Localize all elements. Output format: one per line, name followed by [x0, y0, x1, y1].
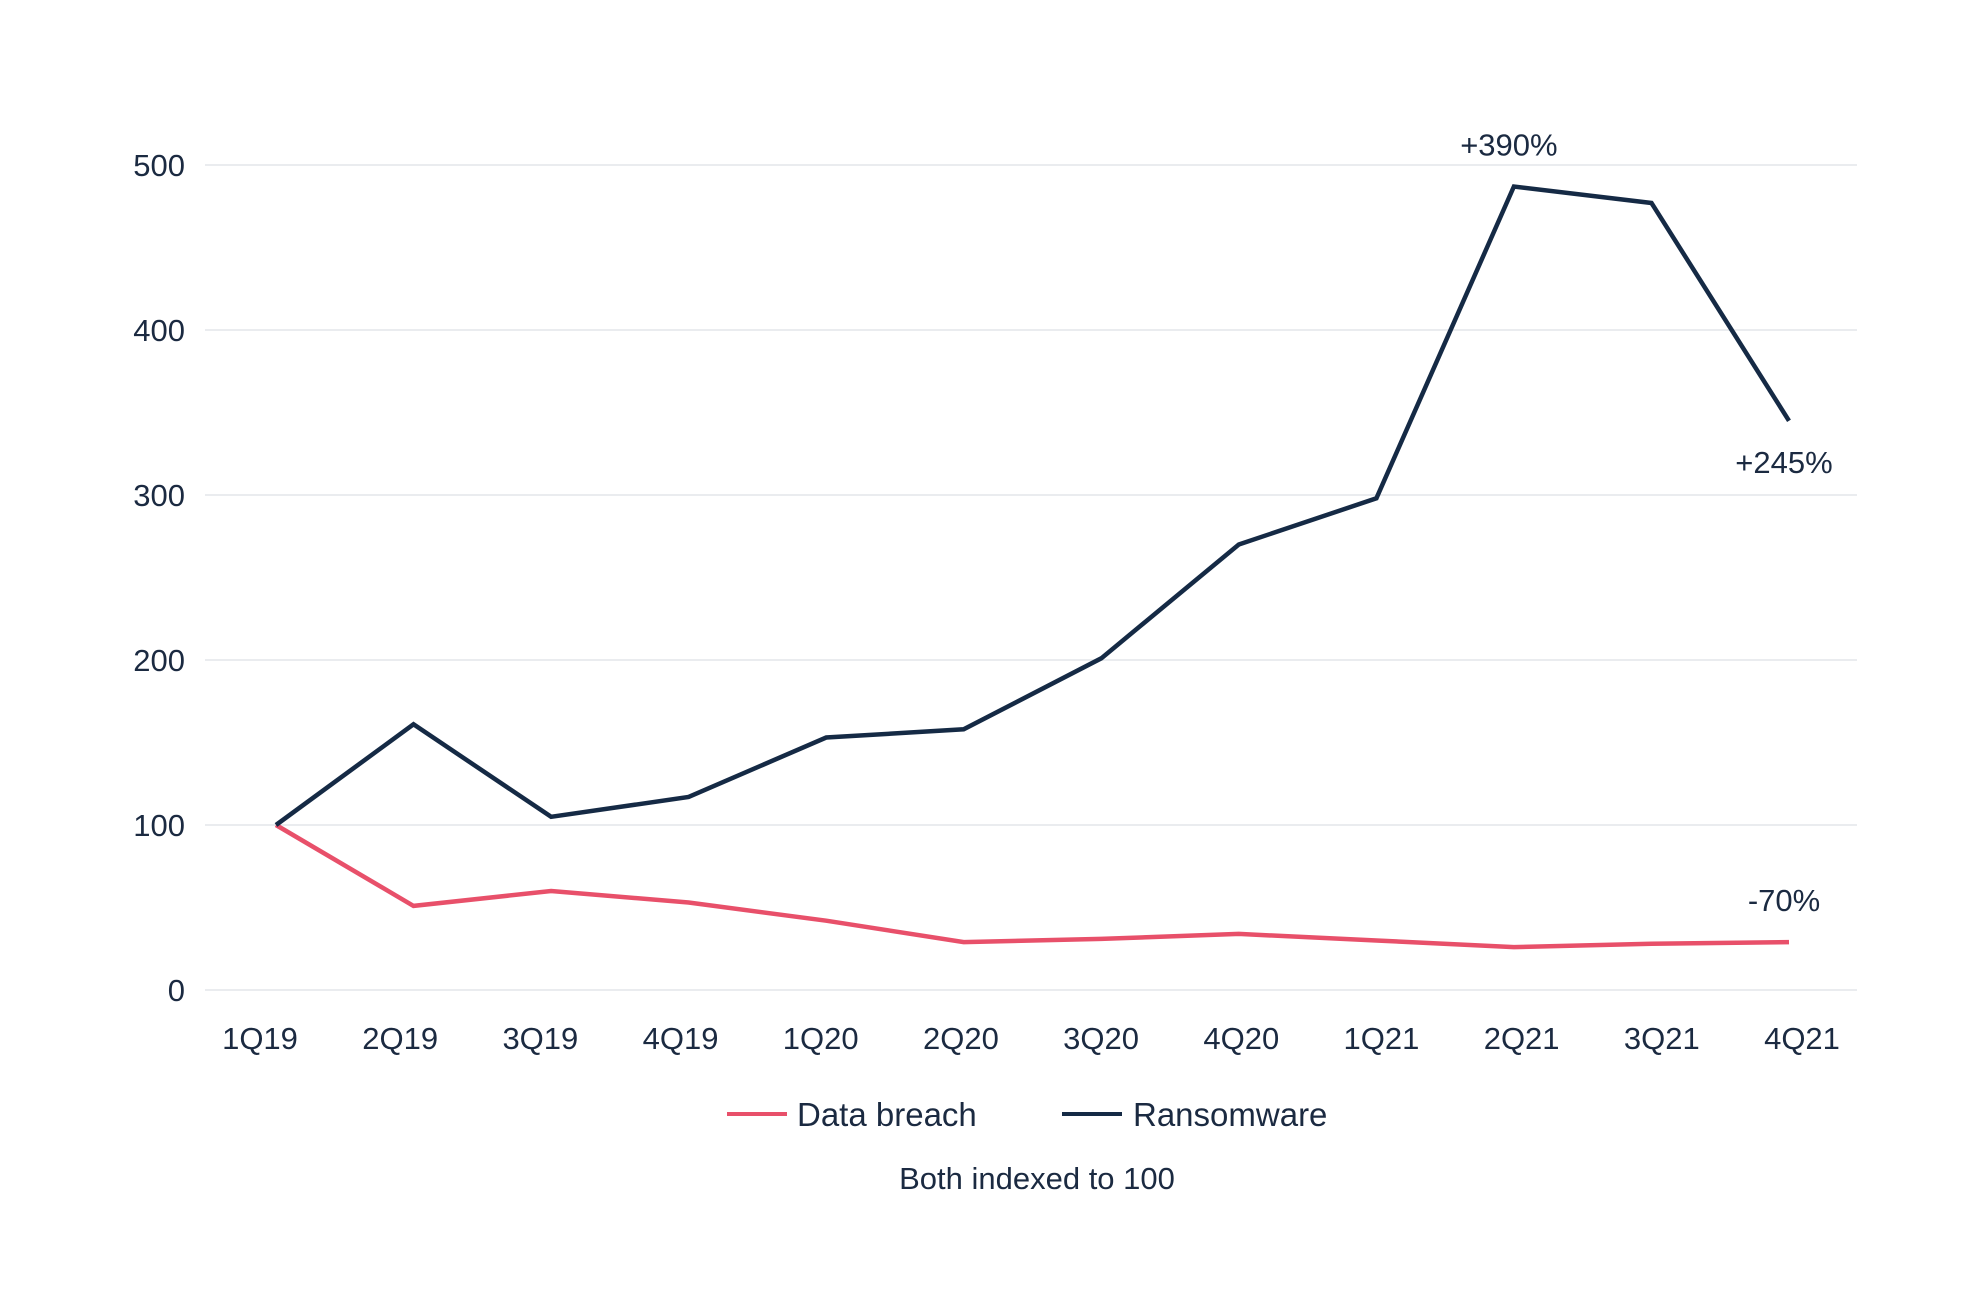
- x-tick-label-2q19: 2Q19: [362, 1021, 438, 1056]
- legend: Data breach Ransomware: [727, 1096, 1327, 1133]
- gridlines: [205, 164, 1857, 991]
- y-tick-label-0: 0: [168, 973, 185, 1008]
- x-tick-label-4q21: 4Q21: [1764, 1021, 1840, 1056]
- series-line-data-breach: [274, 823, 1790, 950]
- x-axis: 1Q19 2Q19 3Q19 4Q19 1Q20 2Q20 3Q20 4Q20 1Q21 2Q21…: [222, 1021, 1840, 1056]
- y-tick-label-100: 100: [133, 808, 185, 843]
- annotation-data-breach-4q21: -70%: [1748, 883, 1820, 918]
- x-tick-label-2q21: 2Q21: [1484, 1021, 1560, 1056]
- x-tick-label-3q19: 3Q19: [502, 1021, 578, 1056]
- x-tick-label-4q20: 4Q20: [1203, 1021, 1279, 1056]
- y-tick-label-400: 400: [133, 313, 185, 348]
- index-note: Both indexed to 100: [899, 1161, 1175, 1196]
- y-axis: 0 100 200 300 400 500: [133, 148, 185, 1008]
- y-tick-label-200: 200: [133, 643, 185, 678]
- y-tick-label-300: 300: [133, 478, 185, 513]
- annotation-ransomware-4q21: +245%: [1735, 445, 1832, 480]
- x-tick-label-1q20: 1Q20: [783, 1021, 859, 1056]
- x-tick-label-3q21: 3Q21: [1624, 1021, 1700, 1056]
- series-line-ransomware: [274, 184, 1791, 827]
- x-tick-label-1q21: 1Q21: [1344, 1021, 1420, 1056]
- legend-label-ransomware: Ransomware: [1133, 1096, 1327, 1133]
- x-tick-label-4q19: 4Q19: [643, 1021, 719, 1056]
- x-tick-label-3q20: 3Q20: [1063, 1021, 1139, 1056]
- legend-label-data-breach: Data breach: [797, 1096, 977, 1133]
- x-tick-label-2q20: 2Q20: [923, 1021, 999, 1056]
- y-tick-label-500: 500: [133, 148, 185, 183]
- series-lines: [274, 184, 1791, 950]
- x-tick-label-1q19: 1Q19: [222, 1021, 298, 1056]
- annotation-ransomware-2q21: +390%: [1460, 127, 1557, 162]
- annotations: +390% +245% -70%: [1460, 127, 1832, 918]
